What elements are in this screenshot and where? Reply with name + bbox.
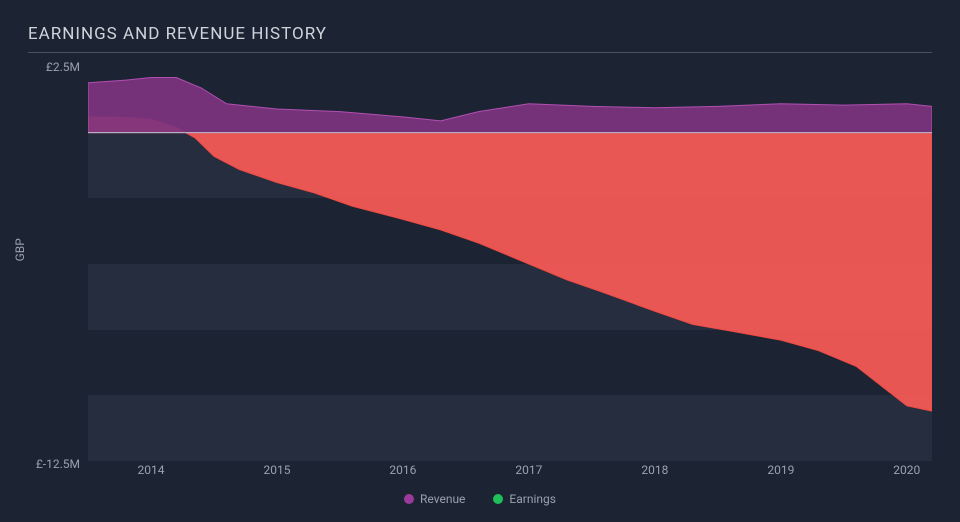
chart-svg (88, 67, 932, 461)
x-tick-label: 2017 (515, 463, 542, 477)
legend-swatch (404, 494, 414, 504)
plot-area: 2014201520162017201820192020 (88, 67, 932, 461)
series-revenue (88, 78, 932, 133)
y-tick-label: £-12.5M (36, 457, 80, 471)
legend-label: Revenue (420, 492, 465, 506)
y-axis-label: GBP (13, 238, 27, 261)
chart-title: EARNINGS AND REVENUE HISTORY (28, 24, 932, 44)
legend-item-earnings: Earnings (493, 492, 556, 506)
x-tick-label: 2016 (389, 463, 416, 477)
series-earnings (88, 117, 932, 411)
x-axis: 2014 2015 2016 2017 2018 2019 2020 (88, 463, 932, 483)
title-rule (28, 52, 932, 53)
x-tick-label: 2018 (641, 463, 668, 477)
x-tick-label: 2019 (767, 463, 794, 477)
legend: Revenue Earnings (28, 492, 932, 506)
x-tick-label: 2015 (263, 463, 290, 477)
y-tick-label: £2.5M (46, 60, 80, 74)
chart-container: EARNINGS AND REVENUE HISTORY GBP £2.5M£-… (0, 0, 960, 522)
chart-area: GBP £2.5M£-12.5M 20142015201620172018201… (28, 67, 932, 464)
legend-swatch (493, 494, 503, 504)
y-axis: £2.5M£-12.5M (28, 67, 88, 464)
x-tick-label: 2020 (893, 463, 920, 477)
legend-label: Earnings (509, 492, 556, 506)
x-tick-label: 2014 (137, 463, 164, 477)
legend-item-revenue: Revenue (404, 492, 465, 506)
